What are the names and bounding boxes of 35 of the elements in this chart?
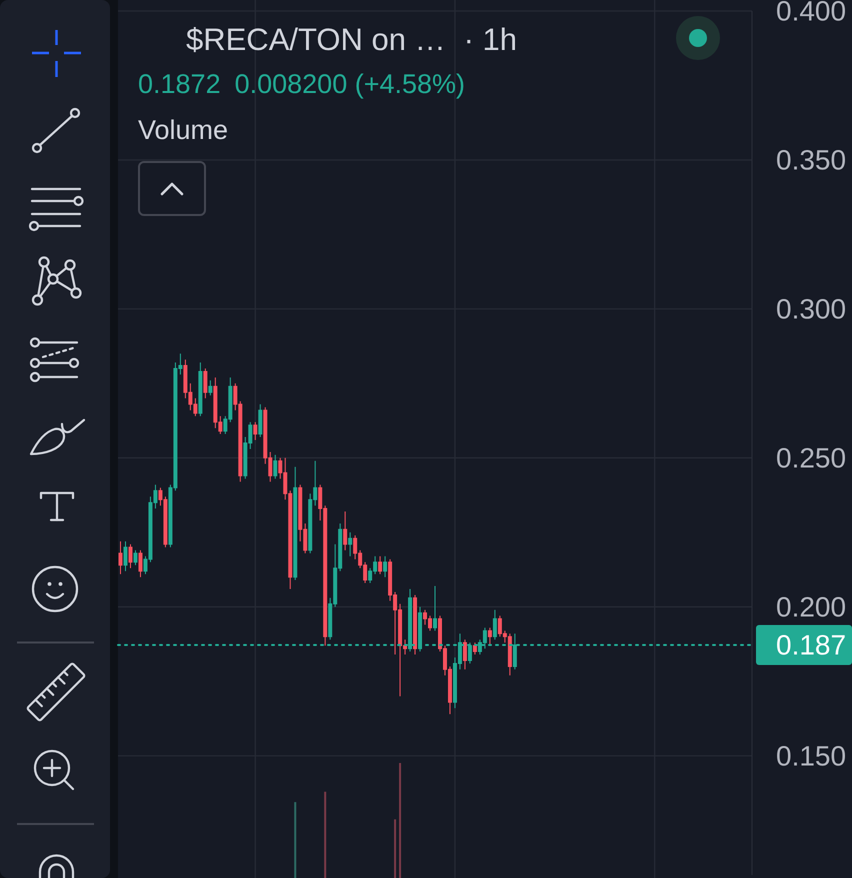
bar [399, 763, 402, 878]
annotation: 0.008200 (+4.58%) [234, 69, 466, 99]
y-tick-label: 0.300 [776, 293, 846, 324]
y-tick-label: 0.150 [776, 740, 846, 772]
bar [394, 819, 396, 878]
candlestick [133, 550, 138, 566]
candlestick [123, 540, 128, 572]
candlestick [343, 511, 348, 551]
candlestick [462, 639, 467, 670]
chart-title: Volume [138, 115, 228, 145]
y-tick-label: 0.200 [776, 591, 846, 622]
candlestick [258, 404, 262, 438]
chart-title: $RECA/TON on … [186, 22, 446, 57]
candlestick [138, 550, 142, 578]
candlestick [253, 422, 258, 441]
ref-line-label: 0.187 [776, 629, 846, 660]
chart-subtitle: · 1h [464, 22, 517, 57]
candlestick [198, 362, 202, 417]
candlestick [203, 368, 208, 399]
y-tick-label: 0.400 [776, 0, 846, 26]
candlestick [208, 380, 212, 396]
candlestick [128, 544, 132, 569]
y-tick-label: 0.250 [776, 442, 846, 474]
candlestick [433, 586, 437, 632]
candlestick [488, 627, 492, 646]
candlestick [383, 556, 388, 578]
candlestick [118, 540, 122, 575]
candlestick [293, 466, 298, 581]
candlestick [348, 532, 352, 557]
candlestick [492, 609, 497, 640]
bar [294, 802, 296, 878]
bar [324, 792, 326, 878]
annotation: 0.1872 [138, 69, 221, 99]
candlestick [378, 556, 382, 575]
y-tick-label: 0.350 [776, 144, 846, 176]
